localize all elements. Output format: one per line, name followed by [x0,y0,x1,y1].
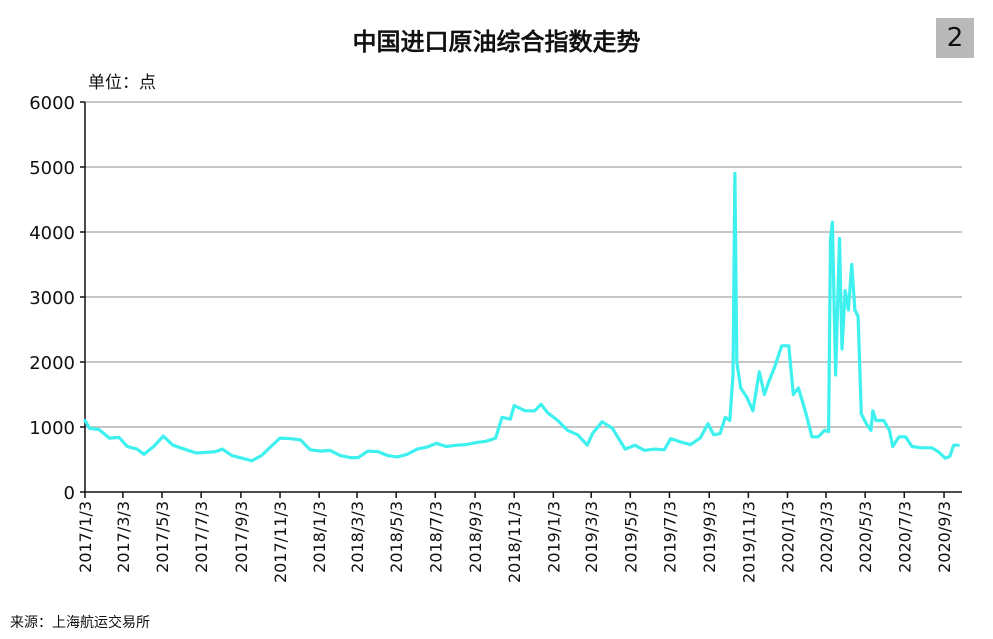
unit-label: 单位：点 [88,73,156,93]
y-axis-ticks: 0 1000 2000 3000 4000 5000 6000 [29,93,85,504]
x-tick-label: 2017/11/3 [271,501,290,583]
series-line [83,171,960,463]
y-tick-label: 6000 [29,93,75,114]
x-tick-label: 2017/7/3 [192,501,211,573]
x-tick-label: 2018/9/3 [466,501,485,573]
y-tick-label: 4000 [29,223,75,244]
x-tick-label: 2017/1/3 [76,501,95,573]
x-tick-label: 2019/1/3 [544,501,563,573]
x-tick-label: 2020/3/3 [817,501,836,573]
x-tick-label: 2018/5/3 [387,501,406,573]
x-tick-label: 2019/5/3 [621,501,640,573]
page-number-badge: 2 [936,18,974,58]
x-axis-ticks: 2017/1/3 2017/3/3 2017/5/3 2017/7/3 2017/9/3… [76,492,954,583]
x-tick-label: 2018/7/3 [426,501,445,573]
grid-lines [85,101,962,428]
x-tick-label: 2020/9/3 [935,501,954,573]
x-tick-label: 2019/7/3 [660,501,679,573]
x-tick-label: 2017/9/3 [232,501,251,573]
source-note: 来源：上海航运交易所 [10,615,150,631]
y-tick-label: 2000 [29,353,75,374]
x-tick-label: 2020/7/3 [895,501,914,573]
x-tick-label: 2017/3/3 [114,501,133,573]
x-tick-label: 2019/3/3 [582,501,601,573]
x-tick-label: 2017/5/3 [153,501,172,573]
x-tick-label: 2019/11/3 [739,501,758,583]
x-tick-label: 2018/1/3 [310,501,329,573]
x-tick-label: 2020/1/3 [778,501,797,573]
y-tick-label: 3000 [29,288,75,309]
y-tick-label: 1000 [29,418,75,439]
x-tick-label: 2020/5/3 [856,501,875,573]
x-tick-label: 2019/9/3 [700,501,719,573]
y-tick-label: 0 [64,483,75,504]
series-layer [83,171,960,463]
chart-title: 中国进口原油综合指数走势 [352,28,641,56]
axes [84,102,962,493]
x-tick-label: 2018/11/3 [505,501,524,583]
x-tick-label: 2018/3/3 [348,501,367,573]
y-tick-label: 5000 [29,158,75,179]
